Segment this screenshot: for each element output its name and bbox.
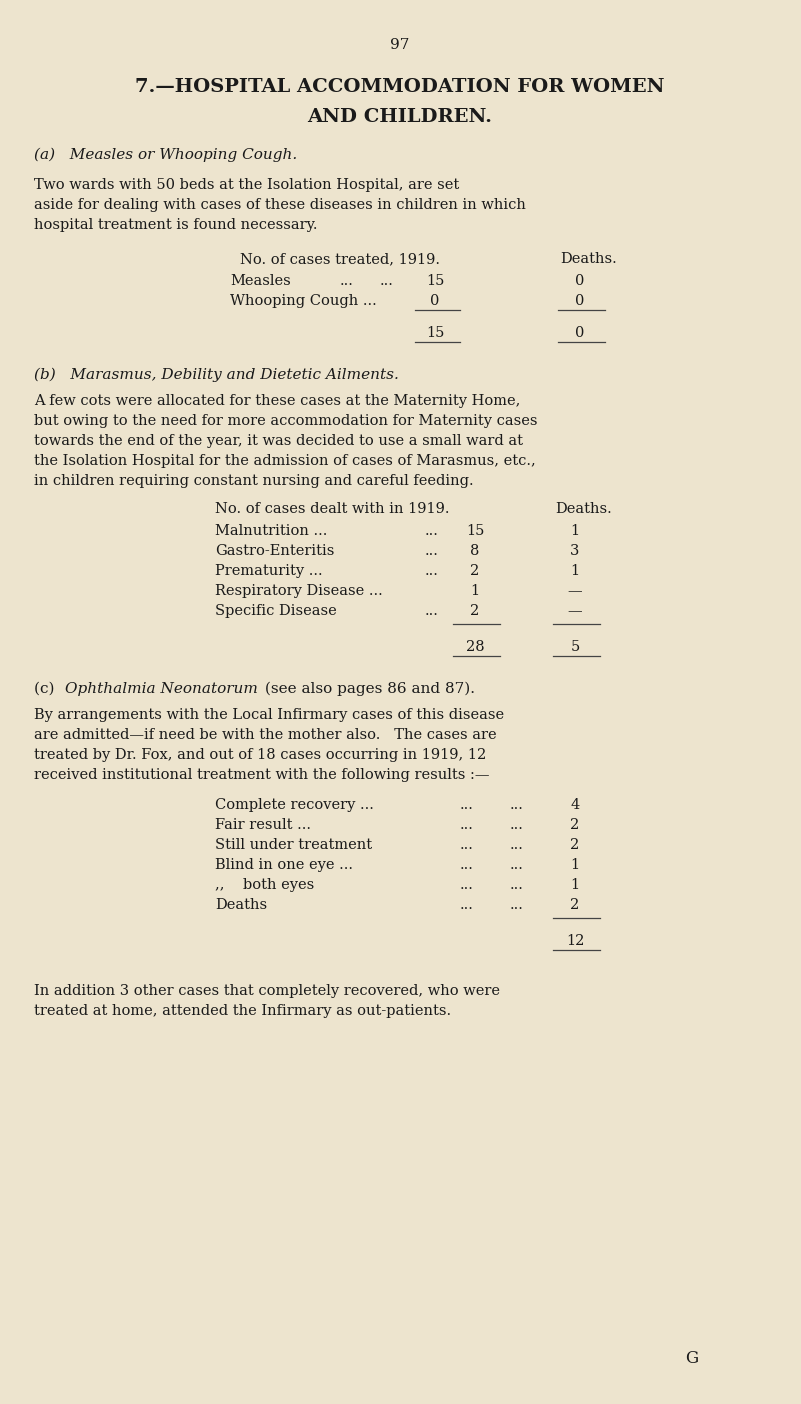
Text: Malnutrition ...: Malnutrition ...	[215, 524, 328, 538]
Text: Specific Disease: Specific Disease	[215, 604, 336, 618]
Text: 0: 0	[430, 293, 440, 307]
Text: (a)   Measles or Whooping Cough.: (a) Measles or Whooping Cough.	[34, 147, 297, 163]
Text: Blind in one eye ...: Blind in one eye ...	[215, 858, 353, 872]
Text: ...: ...	[425, 564, 439, 578]
Text: Deaths.: Deaths.	[560, 251, 617, 265]
Text: ...: ...	[460, 899, 474, 913]
Text: AND CHILDREN.: AND CHILDREN.	[308, 108, 493, 126]
Text: 1: 1	[570, 524, 580, 538]
Text: 97: 97	[390, 38, 409, 52]
Text: G: G	[685, 1351, 698, 1367]
Text: ...: ...	[425, 604, 439, 618]
Text: 2: 2	[570, 819, 580, 833]
Text: in children requiring constant nursing and careful feeding.: in children requiring constant nursing a…	[34, 475, 473, 489]
Text: the Isolation Hospital for the admission of cases of Marasmus, etc.,: the Isolation Hospital for the admission…	[34, 453, 536, 468]
Text: ...: ...	[510, 797, 524, 812]
Text: Ophthalmia Neonatorum: Ophthalmia Neonatorum	[65, 682, 258, 696]
Text: By arrangements with the Local Infirmary cases of this disease: By arrangements with the Local Infirmary…	[34, 708, 504, 722]
Text: ...: ...	[510, 899, 524, 913]
Text: (b)   Marasmus, Debility and Dietetic Ailments.: (b) Marasmus, Debility and Dietetic Ailm…	[34, 368, 399, 382]
Text: 12: 12	[566, 934, 584, 948]
Text: ...: ...	[510, 878, 524, 892]
Text: Deaths.: Deaths.	[555, 503, 612, 517]
Text: but owing to the need for more accommodation for Maternity cases: but owing to the need for more accommoda…	[34, 414, 537, 428]
Text: ...: ...	[510, 819, 524, 833]
Text: In addition 3 other cases that completely recovered, who were: In addition 3 other cases that completel…	[34, 984, 500, 998]
Text: No. of cases dealt with in 1919.: No. of cases dealt with in 1919.	[215, 503, 449, 517]
Text: A few cots were allocated for these cases at the Maternity Home,: A few cots were allocated for these case…	[34, 395, 521, 409]
Text: hospital treatment is found necessary.: hospital treatment is found necessary.	[34, 218, 317, 232]
Text: aside for dealing with cases of these diseases in children in which: aside for dealing with cases of these di…	[34, 198, 526, 212]
Text: 15: 15	[426, 274, 445, 288]
Text: ...: ...	[460, 797, 474, 812]
Text: 2: 2	[570, 838, 580, 852]
Text: towards the end of the year, it was decided to use a small ward at: towards the end of the year, it was deci…	[34, 434, 523, 448]
Text: No. of cases treated, 1919.: No. of cases treated, 1919.	[240, 251, 440, 265]
Text: 28: 28	[465, 640, 485, 654]
Text: 0: 0	[575, 326, 585, 340]
Text: ...: ...	[510, 838, 524, 852]
Text: —: —	[568, 584, 582, 598]
Text: ...: ...	[510, 858, 524, 872]
Text: ...: ...	[340, 274, 354, 288]
Text: are admitted—if need be with the mother also.   The cases are: are admitted—if need be with the mother …	[34, 729, 497, 741]
Text: 0: 0	[575, 293, 585, 307]
Text: ...: ...	[425, 543, 439, 557]
Text: received institutional treatment with the following results :—: received institutional treatment with th…	[34, 768, 489, 782]
Text: Deaths: Deaths	[215, 899, 267, 913]
Text: treated at home, attended the Infirmary as out-patients.: treated at home, attended the Infirmary …	[34, 1004, 451, 1018]
Text: 1: 1	[570, 858, 580, 872]
Text: 5: 5	[570, 640, 580, 654]
Text: ...: ...	[425, 524, 439, 538]
Text: ...: ...	[460, 858, 474, 872]
Text: ...: ...	[460, 878, 474, 892]
Text: ...: ...	[460, 838, 474, 852]
Text: Respiratory Disease ...: Respiratory Disease ...	[215, 584, 383, 598]
Text: 1: 1	[570, 564, 580, 578]
Text: Gastro-Enteritis: Gastro-Enteritis	[215, 543, 334, 557]
Text: ,,    both eyes: ,, both eyes	[215, 878, 314, 892]
Text: 1: 1	[570, 878, 580, 892]
Text: treated by Dr. Fox, and out of 18 cases occurring in 1919, 12: treated by Dr. Fox, and out of 18 cases …	[34, 748, 486, 762]
Text: ...: ...	[460, 819, 474, 833]
Text: Whooping Cough ...: Whooping Cough ...	[230, 293, 376, 307]
Text: Prematurity ...: Prematurity ...	[215, 564, 323, 578]
Text: Still under treatment: Still under treatment	[215, 838, 372, 852]
Text: 2: 2	[470, 604, 480, 618]
Text: —: —	[568, 604, 582, 618]
Text: 15: 15	[466, 524, 484, 538]
Text: 1: 1	[470, 584, 480, 598]
Text: Measles: Measles	[230, 274, 291, 288]
Text: 7.—HOSPITAL ACCOMMODATION FOR WOMEN: 7.—HOSPITAL ACCOMMODATION FOR WOMEN	[135, 79, 665, 95]
Text: (c): (c)	[34, 682, 69, 696]
Text: 2: 2	[570, 899, 580, 913]
Text: 8: 8	[470, 543, 480, 557]
Text: Two wards with 50 beds at the Isolation Hospital, are set: Two wards with 50 beds at the Isolation …	[34, 178, 459, 192]
Text: (see also pages 86 and 87).: (see also pages 86 and 87).	[260, 682, 475, 696]
Text: ...: ...	[380, 274, 394, 288]
Text: 2: 2	[470, 564, 480, 578]
Text: Fair result ...: Fair result ...	[215, 819, 311, 833]
Text: 4: 4	[570, 797, 580, 812]
Text: 0: 0	[575, 274, 585, 288]
Text: 15: 15	[426, 326, 445, 340]
Text: 3: 3	[570, 543, 580, 557]
Text: Complete recovery ...: Complete recovery ...	[215, 797, 374, 812]
